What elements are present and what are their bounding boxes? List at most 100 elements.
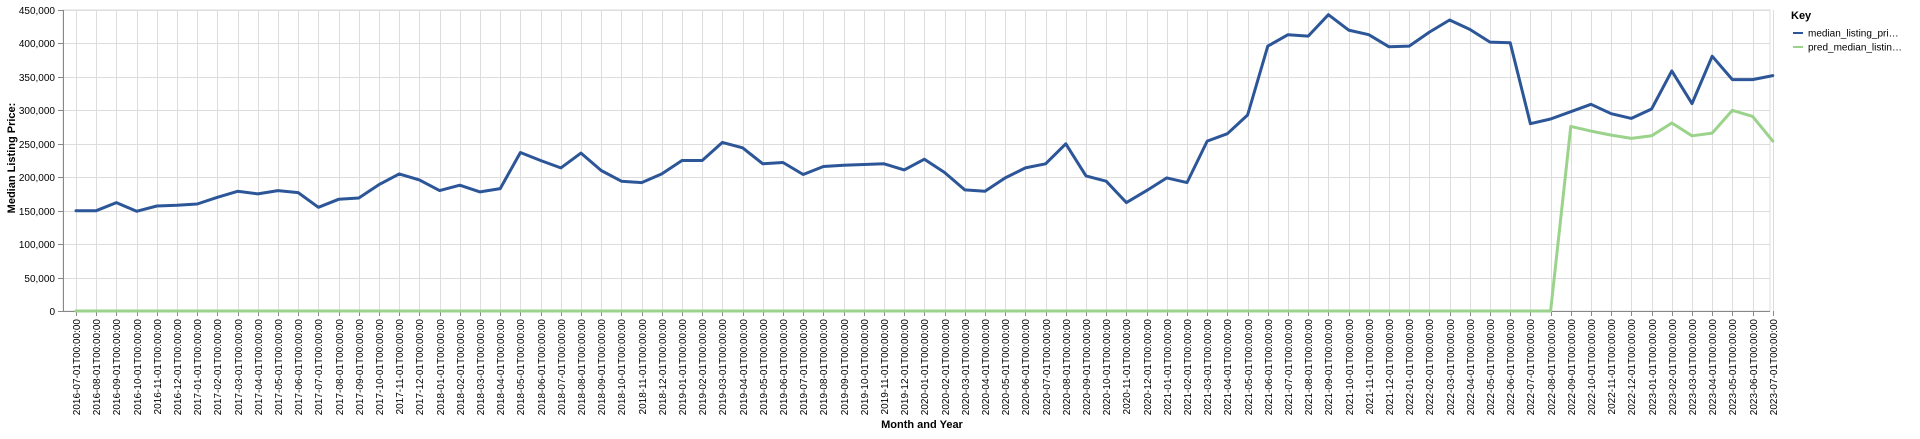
x-tick-label: 2019-05-01T00:00:00	[759, 319, 770, 416]
x-tick-label: 2018-08-01T00:00:00	[577, 319, 588, 416]
grid	[62, 9, 1774, 312]
series-line-1	[74, 108, 1775, 313]
x-tick-label: 2017-12-01T00:00:00	[415, 319, 426, 416]
x-tick-label: 2022-10-01T00:00:00	[1587, 319, 1598, 416]
x-tick-label: 2018-09-01T00:00:00	[597, 319, 608, 416]
legend-title: Key	[1791, 10, 1812, 22]
x-tick-label: 2021-11-01T00:00:00	[1365, 319, 1376, 415]
x-tick-label: 2022-06-01T00:00:00	[1506, 319, 1517, 416]
x-tick-label: 2018-11-01T00:00:00	[638, 319, 649, 415]
x-tick-label: 2023-03-01T00:00:00	[1688, 319, 1699, 416]
x-tick-label: 2020-04-01T00:00:00	[981, 319, 992, 416]
x-tick-label: 2019-04-01T00:00:00	[739, 319, 750, 416]
x-tick-label: 2022-07-01T00:00:00	[1526, 319, 1537, 416]
x-tick-label: 2017-01-01T00:00:00	[193, 319, 204, 416]
x-tick-label: 2022-03-01T00:00:00	[1446, 319, 1457, 416]
x-tick-label: 2019-03-01T00:00:00	[718, 319, 729, 416]
x-tick-label: 2021-07-01T00:00:00	[1284, 319, 1295, 416]
x-tick-label: 2018-04-01T00:00:00	[496, 319, 507, 416]
series-line-0	[74, 13, 1775, 213]
y-axis-title: Median Listing Price:	[6, 103, 18, 214]
x-tick-label: 2023-05-01T00:00:00	[1728, 319, 1739, 416]
x-tick-label: 2017-02-01T00:00:00	[213, 319, 224, 416]
x-tick-label: 2017-03-01T00:00:00	[234, 319, 245, 416]
x-tick-label: 2017-07-01T00:00:00	[314, 319, 325, 416]
series-lines	[74, 13, 1775, 313]
x-tick-label: 2017-09-01T00:00:00	[355, 319, 366, 416]
x-tick-label: 2017-05-01T00:00:00	[274, 319, 285, 416]
x-tick-label: 2021-03-01T00:00:00	[1203, 319, 1214, 416]
x-tick-label: 2020-09-01T00:00:00	[1082, 319, 1093, 416]
x-tick-label: 2022-05-01T00:00:00	[1486, 319, 1497, 416]
x-tick-label: 2016-07-01T00:00:00	[72, 319, 83, 416]
x-tick-label: 2020-10-01T00:00:00	[1102, 319, 1113, 416]
x-tick-label: 2022-01-01T00:00:00	[1405, 319, 1416, 416]
x-tick-label: 2023-02-01T00:00:00	[1668, 319, 1679, 416]
x-tick-label: 2021-12-01T00:00:00	[1385, 319, 1396, 416]
y-tick-label: 50,000	[24, 274, 55, 285]
x-tick-label: 2016-09-01T00:00:00	[112, 319, 123, 416]
y-tick-label: 250,000	[19, 140, 56, 151]
x-tick-label: 2022-11-01T00:00:00	[1607, 319, 1618, 415]
x-tick-label: 2021-09-01T00:00:00	[1324, 319, 1335, 416]
x-tick-label: 2023-01-01T00:00:00	[1648, 319, 1659, 416]
x-tick-label: 2018-05-01T00:00:00	[516, 319, 527, 416]
x-tick-label: 2017-10-01T00:00:00	[375, 319, 386, 416]
x-tick-label: 2017-04-01T00:00:00	[254, 319, 265, 416]
y-tick-label: 0	[49, 307, 55, 318]
x-tick-label: 2021-05-01T00:00:00	[1244, 319, 1255, 416]
x-tick-label: 2019-10-01T00:00:00	[860, 319, 871, 416]
x-tick-label: 2023-06-01T00:00:00	[1749, 319, 1760, 416]
x-tick-label: 2020-12-01T00:00:00	[1143, 319, 1154, 416]
x-tick-label: 2016-11-01T00:00:00	[153, 319, 164, 415]
x-tick-label: 2017-11-01T00:00:00	[395, 319, 406, 415]
x-tick-label: 2023-04-01T00:00:00	[1708, 319, 1719, 416]
y-tick-label: 300,000	[19, 106, 56, 117]
legend-label: median_listing_pri…	[1808, 29, 1899, 40]
x-tick-label: 2020-03-01T00:00:00	[961, 319, 972, 416]
x-tick-label: 2020-08-01T00:00:00	[1062, 319, 1073, 416]
x-tick-label: 2019-08-01T00:00:00	[819, 319, 830, 416]
legend-label: pred_median_listin…	[1808, 43, 1902, 54]
x-tick-label: 2021-01-01T00:00:00	[1163, 319, 1174, 416]
y-tick-label: 400,000	[19, 39, 56, 50]
legend-items: median_listing_pri… pred_median_listin…	[1793, 29, 1902, 54]
x-axis-title: Month and Year	[881, 419, 963, 431]
x-tick-label: 2016-10-01T00:00:00	[133, 319, 144, 416]
x-tick-label: 2021-02-01T00:00:00	[1183, 319, 1194, 416]
x-tick-label: 2018-06-01T00:00:00	[537, 319, 548, 416]
x-tick-label: 2021-04-01T00:00:00	[1223, 319, 1234, 416]
y-tick-label: 150,000	[19, 207, 56, 218]
x-tick-label: 2019-02-01T00:00:00	[698, 319, 709, 416]
x-tick-label: 2021-10-01T00:00:00	[1345, 319, 1356, 416]
x-tick-label: 2021-08-01T00:00:00	[1304, 319, 1315, 416]
x-tick-label: 2019-09-01T00:00:00	[840, 319, 851, 416]
x-tick-label: 2020-06-01T00:00:00	[1021, 319, 1032, 416]
x-tick-label: 2019-06-01T00:00:00	[779, 319, 790, 416]
x-tick-label: 2018-01-01T00:00:00	[436, 319, 447, 416]
y-tick-label: 350,000	[19, 73, 56, 84]
x-tick-label: 2022-12-01T00:00:00	[1627, 319, 1638, 416]
x-tick-label: 2018-03-01T00:00:00	[476, 319, 487, 416]
y-tick-label: 200,000	[19, 173, 56, 184]
x-tick-label: 2022-09-01T00:00:00	[1567, 319, 1578, 416]
x-tick-label: 2022-04-01T00:00:00	[1466, 319, 1477, 416]
x-tick-label: 2020-02-01T00:00:00	[941, 319, 952, 416]
x-tick-label: 2018-02-01T00:00:00	[456, 319, 467, 416]
x-tick-label: 2018-12-01T00:00:00	[658, 319, 669, 416]
x-tick-label: 2020-07-01T00:00:00	[1042, 319, 1053, 416]
x-tick-label: 2016-12-01T00:00:00	[173, 319, 184, 416]
x-tick-label: 2020-01-01T00:00:00	[920, 319, 931, 416]
x-tick-label: 2019-12-01T00:00:00	[900, 319, 911, 416]
x-tick-label: 2018-10-01T00:00:00	[617, 319, 628, 416]
x-tick-label: 2020-11-01T00:00:00	[1122, 319, 1133, 415]
x-tick-label: 2019-01-01T00:00:00	[678, 319, 689, 416]
y-tick-label: 100,000	[19, 240, 56, 251]
x-tick-label: 2019-11-01T00:00:00	[880, 319, 891, 415]
x-tick-label: 2020-05-01T00:00:00	[1001, 319, 1012, 416]
x-tick-label: 2017-06-01T00:00:00	[294, 319, 305, 416]
x-tick-label: 2018-07-01T00:00:00	[557, 319, 568, 416]
x-tick-label: 2022-08-01T00:00:00	[1547, 319, 1558, 416]
x-tick-label: 2021-06-01T00:00:00	[1264, 319, 1275, 416]
